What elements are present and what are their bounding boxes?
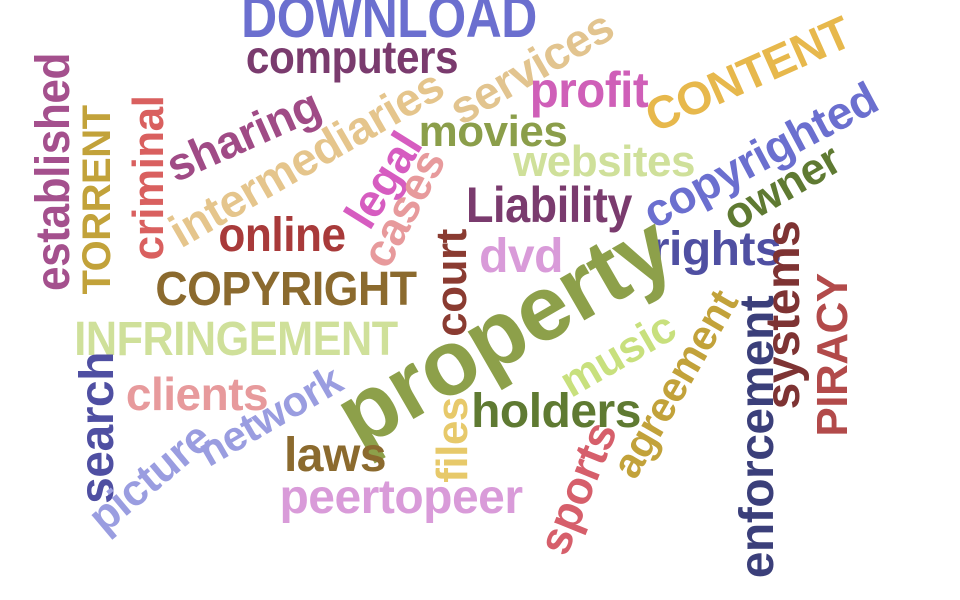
word-piracy: PIRACY bbox=[811, 273, 855, 436]
word-enforcement: enforcement bbox=[734, 296, 782, 579]
word-online: online bbox=[218, 212, 345, 260]
word-established: established bbox=[30, 53, 78, 291]
word-torrent: TORRENT bbox=[77, 105, 117, 294]
word-peertopeer: peertopeer bbox=[279, 474, 522, 522]
word-criminal: criminal bbox=[127, 96, 171, 261]
word-copyright: COPYRIGHT bbox=[155, 266, 416, 314]
word-files: files bbox=[431, 397, 475, 483]
